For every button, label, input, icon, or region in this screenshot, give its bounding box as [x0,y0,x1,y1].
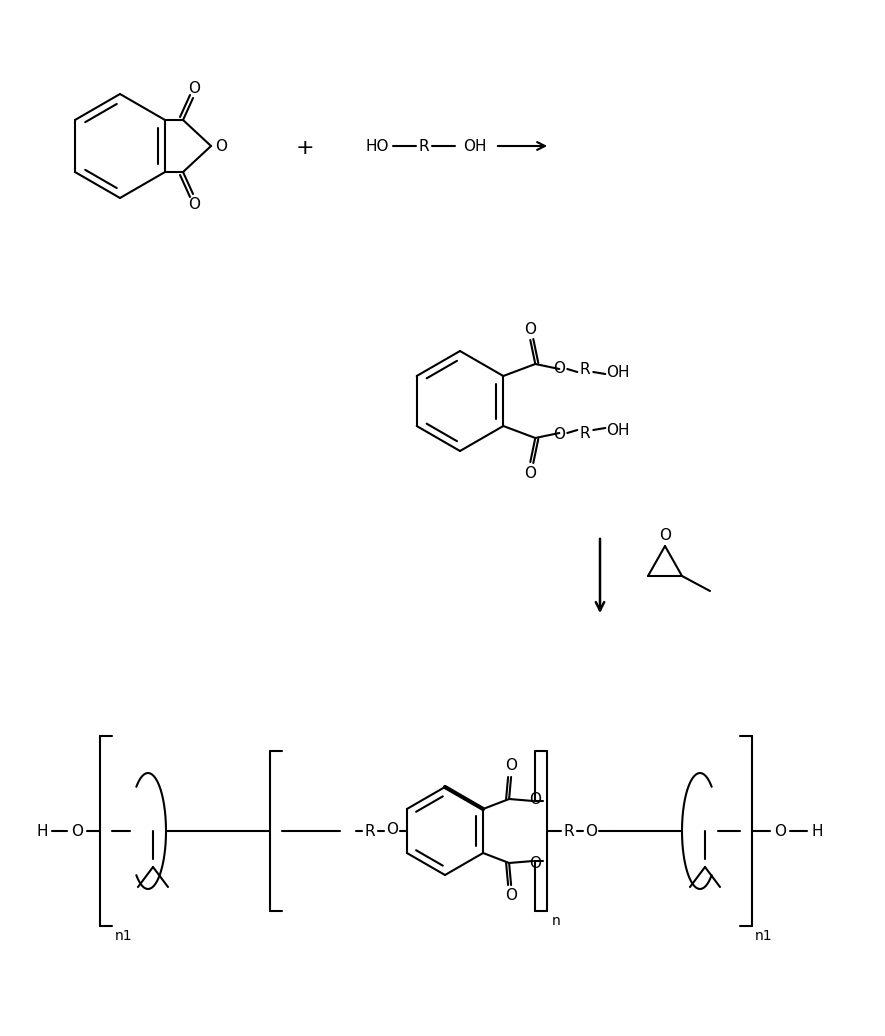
Text: O: O [215,139,227,153]
Text: O: O [71,824,83,838]
Text: H: H [812,824,823,838]
Text: O: O [529,856,541,870]
Text: O: O [505,889,517,903]
Text: OH: OH [463,139,487,153]
Text: O: O [524,465,536,481]
Text: O: O [585,824,597,838]
Text: O: O [188,197,200,211]
Text: O: O [553,361,566,375]
Text: O: O [529,792,541,806]
Text: n1: n1 [115,929,133,943]
Text: OH: OH [606,365,630,379]
Text: O: O [659,527,671,543]
Text: R: R [580,362,590,376]
Text: H: H [36,824,48,838]
Text: O: O [188,81,200,95]
Text: O: O [774,824,786,838]
Text: R: R [580,426,590,440]
Text: n: n [551,914,560,928]
Text: R: R [365,824,375,838]
Text: O: O [505,758,517,774]
Text: R: R [564,824,574,838]
Text: +: + [296,138,314,159]
Text: O: O [524,321,536,337]
Text: OH: OH [606,423,630,437]
Text: O: O [553,427,566,441]
Text: HO: HO [365,139,389,153]
Text: n1: n1 [755,929,773,943]
Text: R: R [419,139,429,153]
Text: O: O [386,822,398,836]
